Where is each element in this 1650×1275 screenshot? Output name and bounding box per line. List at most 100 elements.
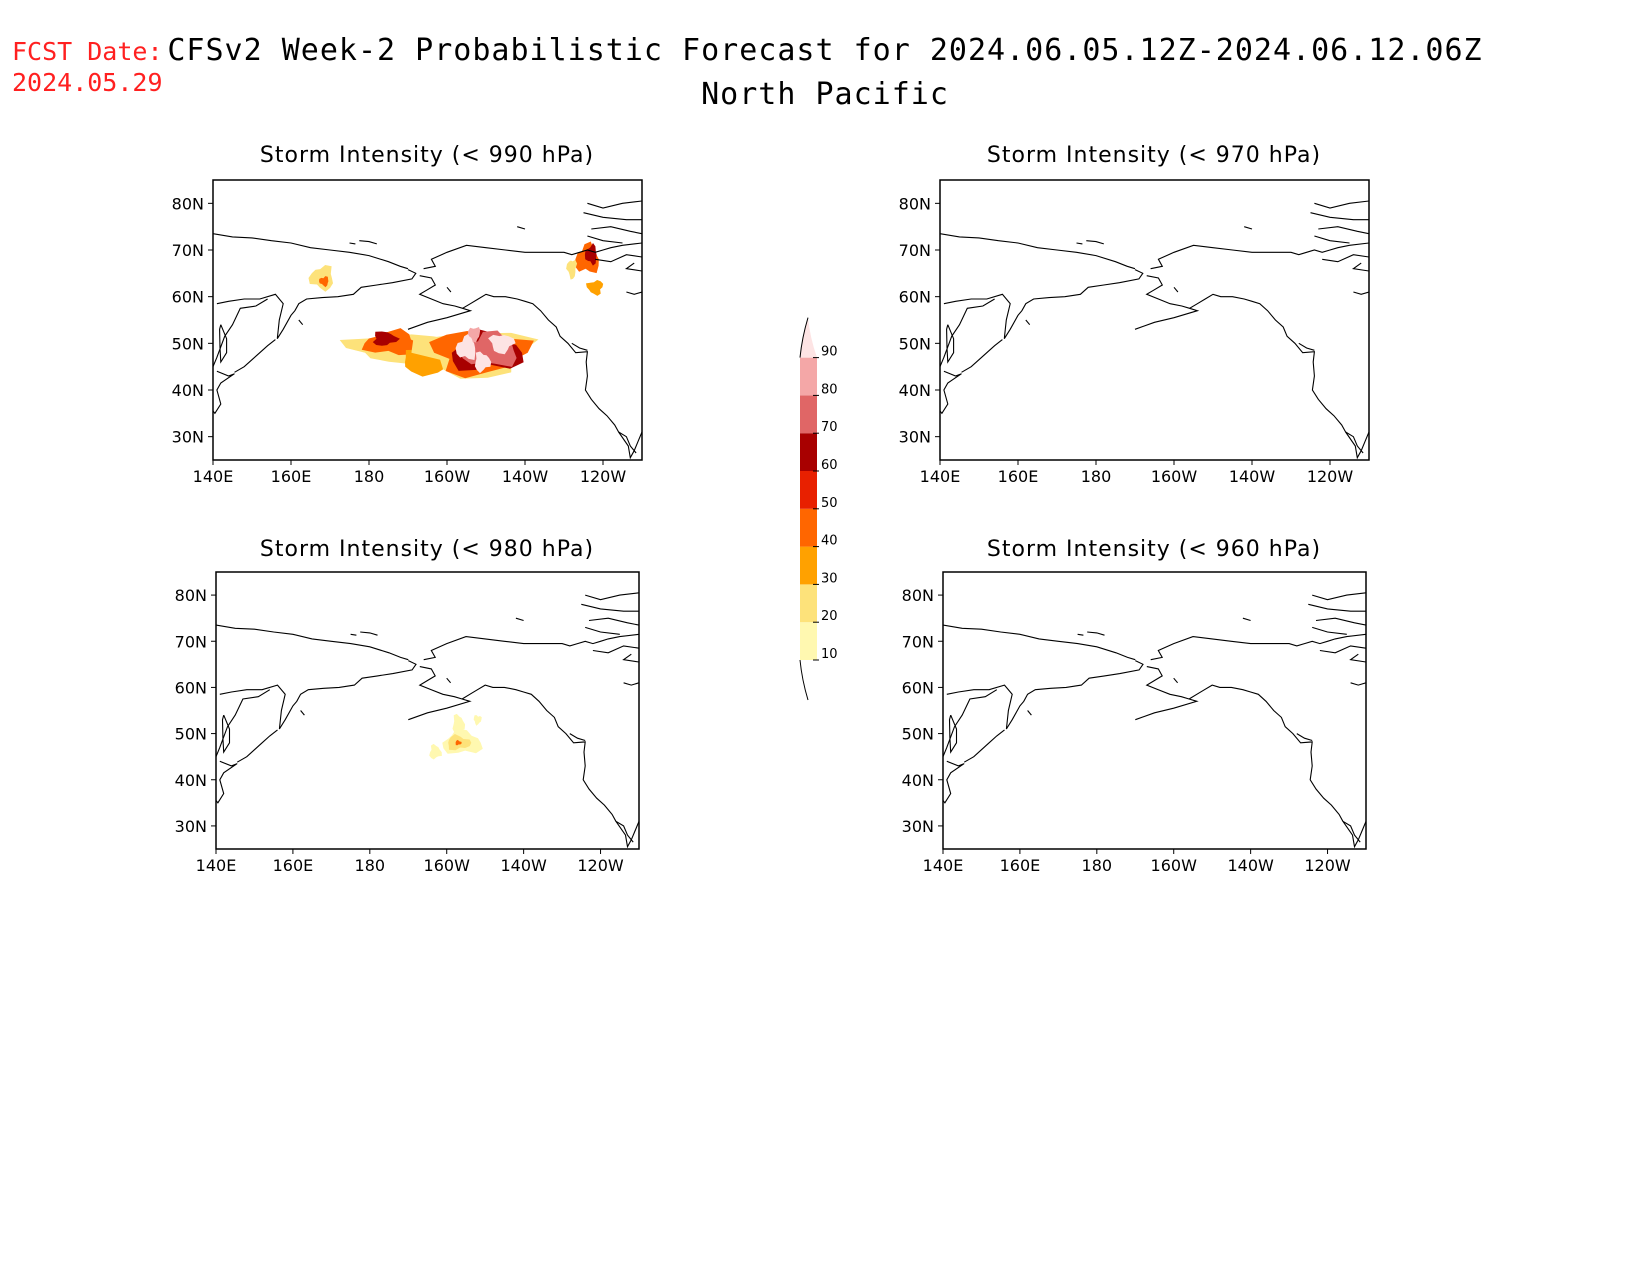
coastline <box>583 212 642 221</box>
lat-tick-label: 30N <box>899 428 931 447</box>
probability-region <box>586 280 604 296</box>
coastline <box>1353 291 1369 295</box>
coastline <box>1025 319 1031 326</box>
map-frame <box>939 179 1370 461</box>
panel-title-960: Storm Intensity (< 960 hPa) <box>986 537 1322 562</box>
coastline <box>943 269 1144 339</box>
lon-tick-label: 180 <box>1082 856 1113 875</box>
coastline <box>1319 645 1366 654</box>
coastline <box>462 293 637 454</box>
lon-tick-label: 160W <box>1151 856 1198 875</box>
probability-colorbar: 10 20 30 40 50 60 70 80 90 <box>799 317 838 701</box>
colorbar-segment <box>800 546 817 585</box>
probability-region <box>474 351 492 374</box>
coastline <box>581 603 639 612</box>
coastline <box>1350 682 1366 686</box>
coastline <box>1242 617 1251 622</box>
coastline <box>216 760 238 804</box>
coastline <box>1296 733 1313 742</box>
lon-tick-label: 140W <box>1227 856 1274 875</box>
coastline <box>213 370 235 415</box>
coastline <box>943 689 998 757</box>
lat-tick-label: 60N <box>899 288 931 307</box>
coastline <box>300 710 305 716</box>
coastline <box>446 286 452 293</box>
coastline <box>461 684 634 843</box>
map-panel-970: 140E 160E 180 160W 140W 120W 80N 70N 60N 50N 40N 30… <box>899 179 1370 486</box>
coastline <box>940 298 995 367</box>
coastline <box>219 324 228 364</box>
coastline <box>350 633 357 636</box>
lon-tick-label: 180 <box>1081 467 1112 486</box>
colorbar-segment <box>800 622 817 660</box>
coastline <box>624 262 642 272</box>
colorbar-label: 40 <box>821 534 838 549</box>
coastline <box>1086 240 1104 245</box>
colorbar-label: 10 <box>821 647 838 662</box>
coastline <box>963 729 1005 763</box>
coastline <box>1027 710 1032 716</box>
lon-tick-label: 160E <box>273 856 314 875</box>
coastline <box>1076 242 1083 245</box>
lat-tick-label: 80N <box>175 586 207 605</box>
coastline <box>1310 212 1369 221</box>
coastline <box>236 729 278 763</box>
coastline <box>946 660 1144 730</box>
colorbar-label: 30 <box>821 571 838 586</box>
lon-tick-label: 160W <box>424 856 471 875</box>
coastline <box>1189 293 1364 454</box>
coastline <box>571 342 588 351</box>
coastline <box>1134 275 1200 330</box>
coastline <box>219 660 417 730</box>
colorbar-segment <box>800 508 817 547</box>
coastline <box>1315 617 1366 626</box>
lon-tick-label: 120W <box>577 856 624 875</box>
lon-tick-label: 140W <box>1229 467 1276 486</box>
map-panel-990: 140E 160E 180 160W 140W 120W 80N 70N 60N 50N 40N 30… <box>172 179 643 486</box>
lat-tick-label: 50N <box>899 334 931 353</box>
lon-tick-label: 140E <box>923 856 964 875</box>
probability-region <box>467 327 481 343</box>
coastline <box>1318 226 1369 235</box>
coastline <box>1308 603 1366 612</box>
coastline <box>587 200 642 209</box>
lat-tick-label: 40N <box>172 381 204 400</box>
colorbar-label: 80 <box>821 382 838 397</box>
coastline <box>515 617 524 622</box>
map-frame <box>212 179 643 461</box>
lat-tick-label: 50N <box>902 725 934 744</box>
fcst-date-value: 2024.05.29 <box>12 68 163 97</box>
coastline <box>940 233 1136 270</box>
lon-tick-label: 140W <box>502 467 549 486</box>
lat-tick-label: 80N <box>172 194 204 213</box>
lat-tick-label: 80N <box>902 586 934 605</box>
coastline <box>592 645 639 654</box>
coastline <box>1342 820 1366 849</box>
lon-tick-label: 140E <box>920 467 961 486</box>
coastline <box>1345 431 1369 460</box>
colorbar-label: 50 <box>821 496 838 511</box>
lat-tick-label: 50N <box>172 334 204 353</box>
colorbar-segment <box>800 395 817 434</box>
coastline <box>1312 626 1347 635</box>
coastline <box>1349 653 1366 663</box>
lon-tick-label: 160E <box>271 467 312 486</box>
coastline <box>623 682 639 686</box>
coastline <box>1150 242 1369 270</box>
coastline <box>221 714 231 754</box>
lat-tick-label: 50N <box>175 725 207 744</box>
coastline <box>943 760 965 804</box>
coastline <box>407 275 473 330</box>
main-title: CFSv2 Week-2 Probabilistic Forecast for … <box>167 33 1483 68</box>
map-frame <box>215 571 640 850</box>
coastline <box>216 689 271 757</box>
lon-tick-label: 120W <box>1307 467 1354 486</box>
coastline <box>359 240 377 245</box>
probability-region <box>584 243 597 266</box>
coastline <box>1312 592 1366 601</box>
lat-tick-label: 40N <box>899 381 931 400</box>
coastline <box>216 624 409 661</box>
lon-tick-label: 120W <box>1304 856 1351 875</box>
coastline <box>1314 200 1369 209</box>
lat-tick-label: 30N <box>172 428 204 447</box>
